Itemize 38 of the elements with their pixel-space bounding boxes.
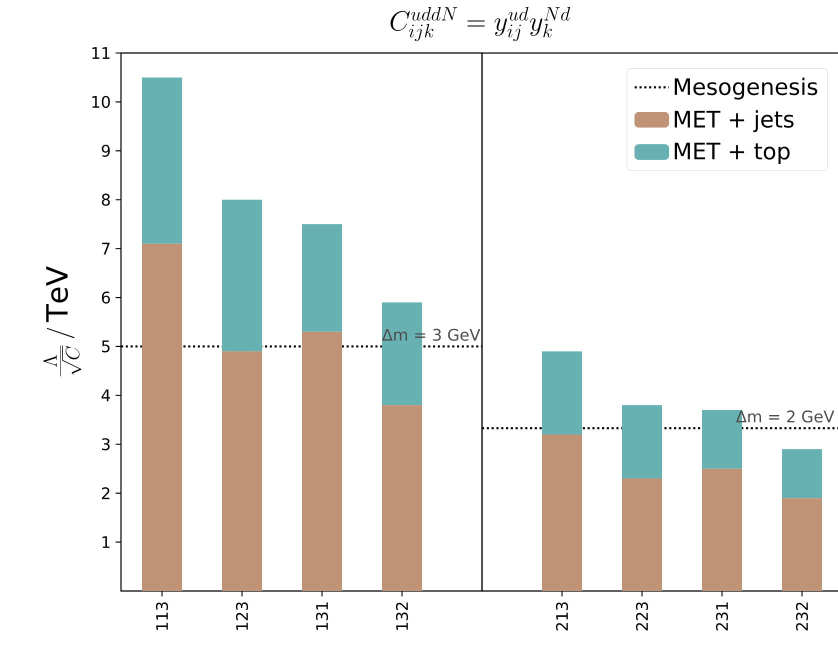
bar xyxy=(702,468,742,591)
y-tick-label: 11 xyxy=(92,47,110,59)
y-tick-label: 7 xyxy=(102,242,110,254)
bar xyxy=(542,351,582,434)
x-tick-label: 132 xyxy=(396,602,408,630)
bar xyxy=(782,498,822,591)
bar xyxy=(622,478,662,591)
y-tick-label: 9 xyxy=(102,144,110,157)
x-tick-label: 113 xyxy=(156,602,168,630)
y-tick-label: 8 xyxy=(102,194,110,206)
bar xyxy=(622,405,662,479)
bar xyxy=(302,224,342,332)
bar xyxy=(542,434,582,591)
bar xyxy=(222,351,262,591)
chart-title: $C_{ijk}^{uddN} = y_{ij}^{ud} y_{k}^{Nd}$ xyxy=(390,7,570,42)
bar xyxy=(142,77,182,244)
y-tick-label: 10 xyxy=(92,96,110,108)
bar xyxy=(382,405,422,591)
x-tick-label: 232 xyxy=(796,602,808,630)
y-tick-label: 6 xyxy=(102,291,110,304)
x-tick-label: 213 xyxy=(556,602,568,630)
bar xyxy=(142,244,182,591)
y-tick-label: 4 xyxy=(102,390,110,402)
legend-label: MET + jets xyxy=(674,110,794,132)
bar xyxy=(222,200,262,352)
y-tick-label: 5 xyxy=(102,340,110,352)
x-tick-label: 131 xyxy=(316,602,328,630)
bar xyxy=(782,449,822,498)
y-axis-title: $\frac{\Lambda}{\sqrt{C}}\,/\,\mathrm{TeV}$ xyxy=(43,266,82,376)
y-tick-label: 2 xyxy=(102,487,110,500)
legend-label: MET + top xyxy=(674,142,790,164)
y-tick-label: 1 xyxy=(102,536,110,548)
x-tick-label: 123 xyxy=(236,602,248,630)
x-tick-label: 231 xyxy=(716,602,728,630)
y-tick-label: 3 xyxy=(102,438,110,450)
x-tick-label: 223 xyxy=(636,602,648,630)
legend-label: Mesogenesis xyxy=(674,78,818,100)
bar xyxy=(302,332,342,591)
